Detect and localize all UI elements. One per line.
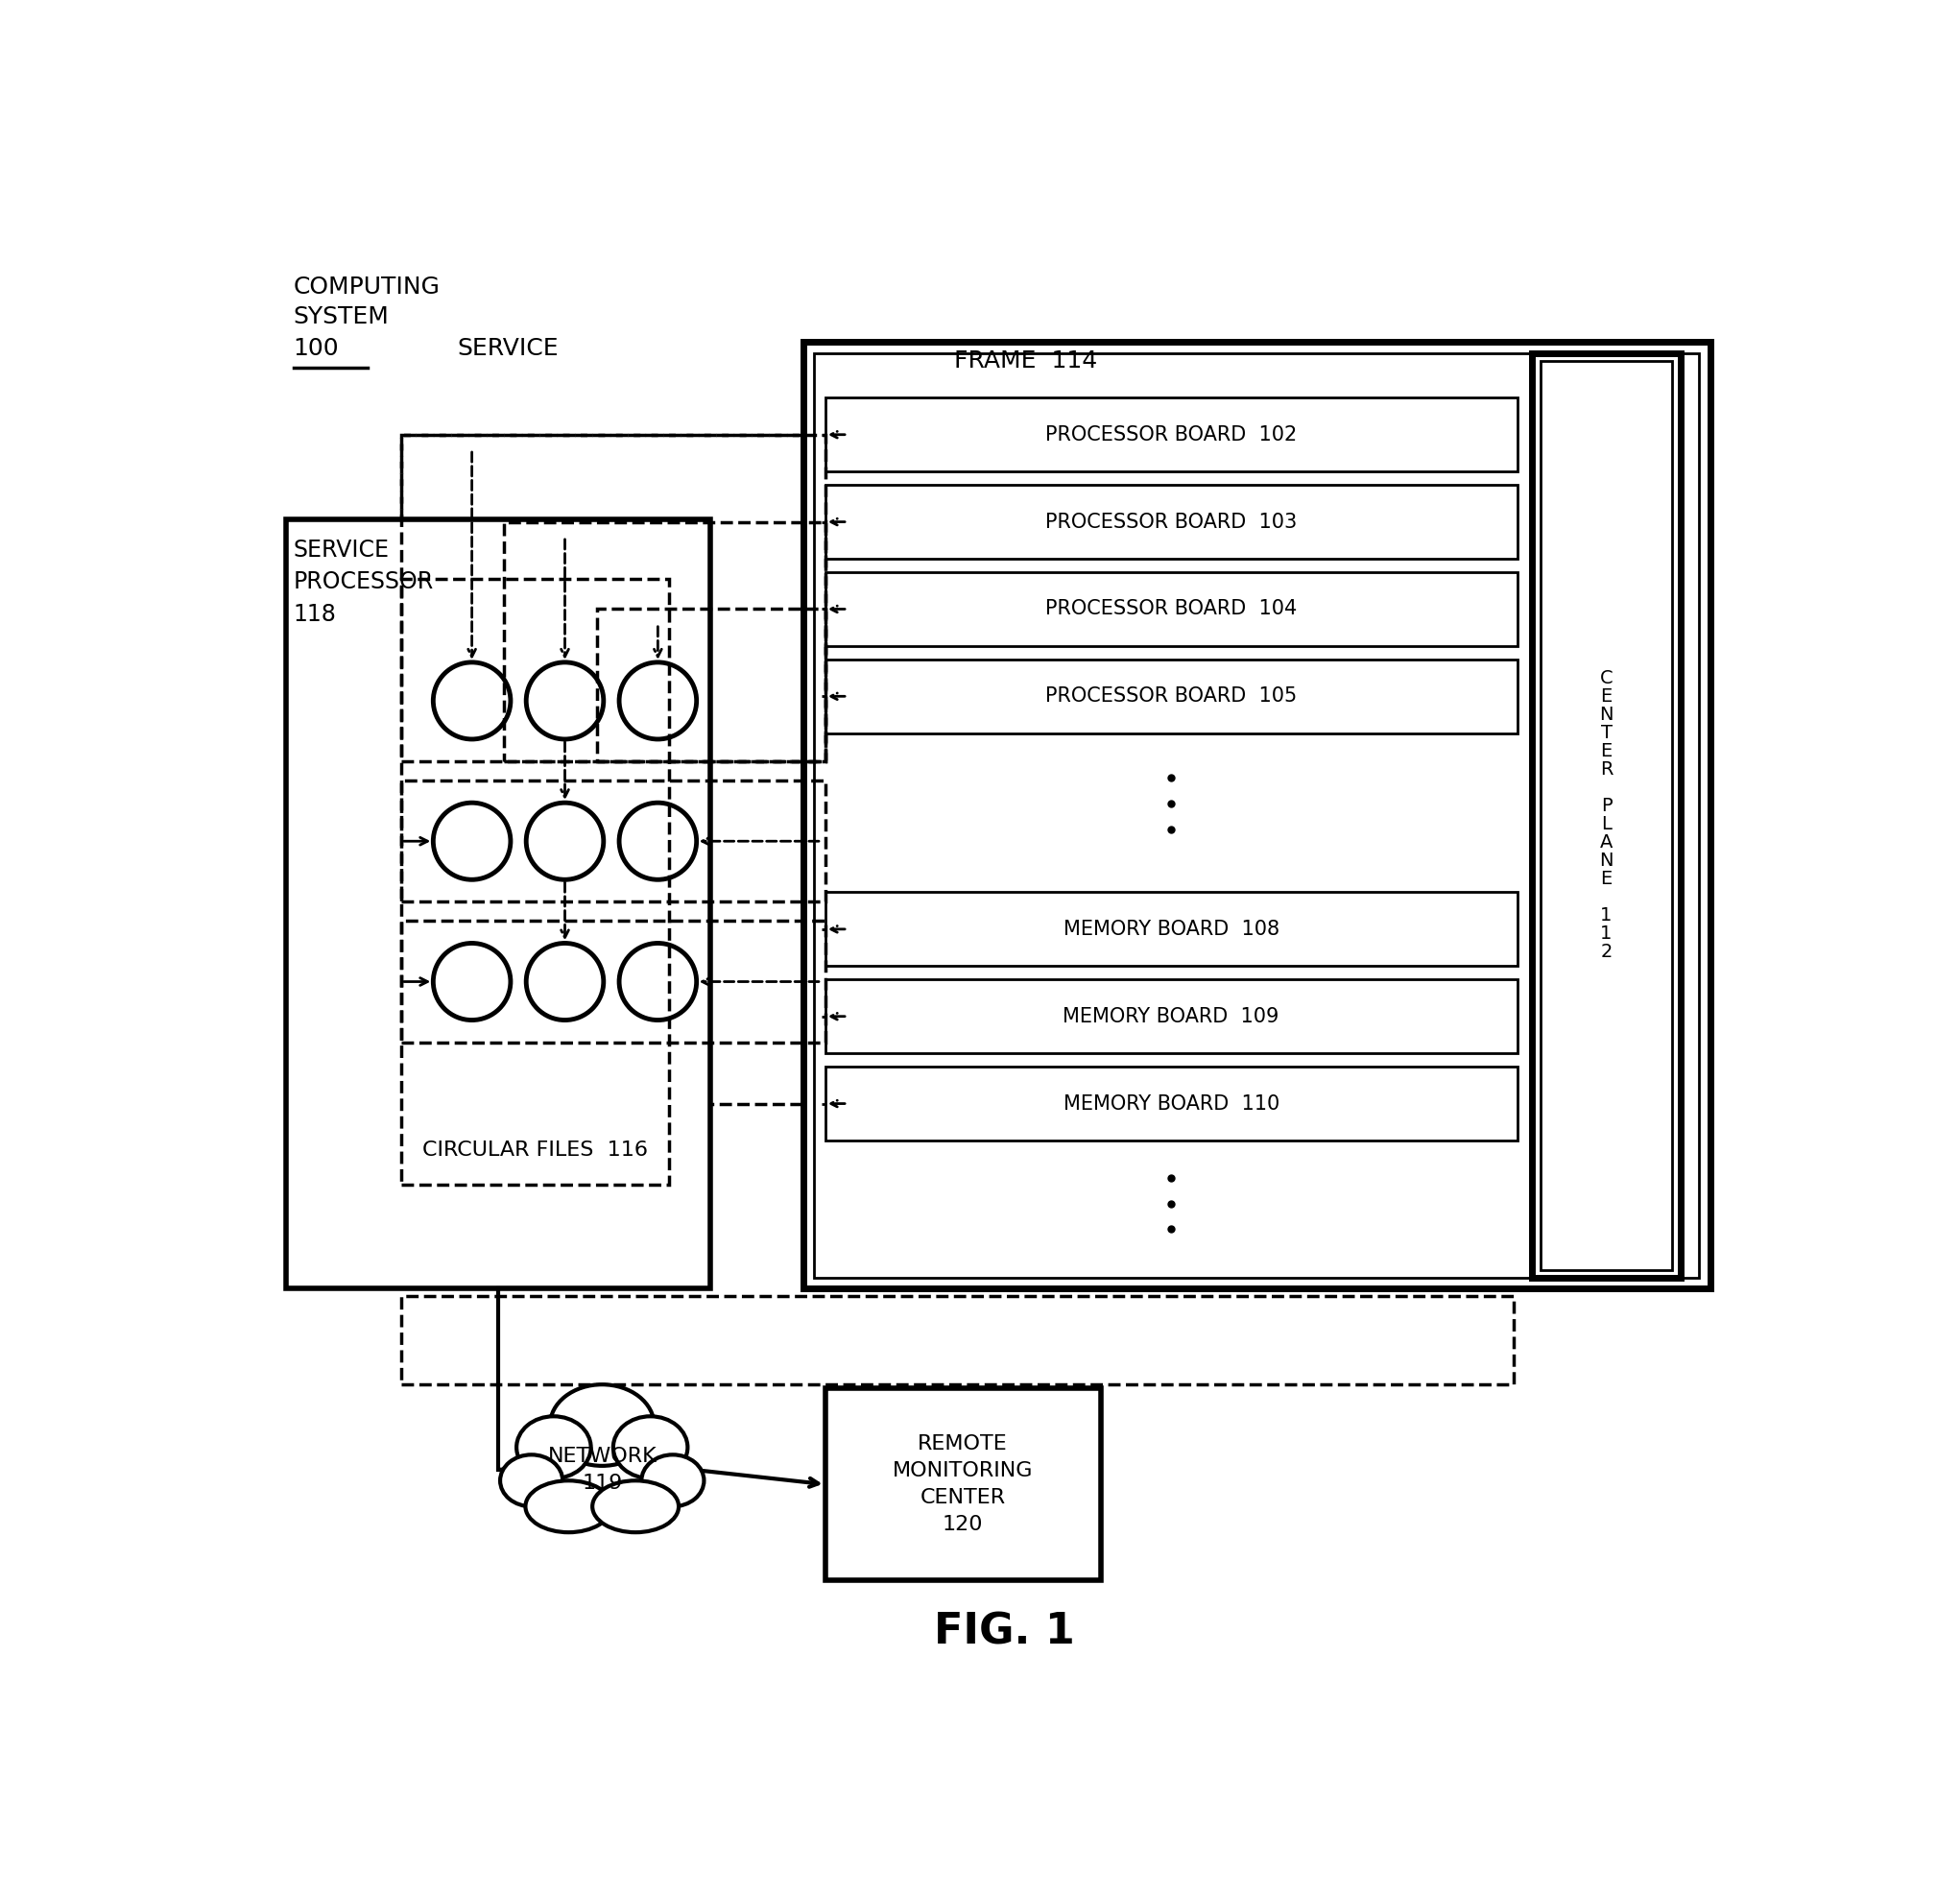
Text: SYSTEM: SYSTEM [294,305,390,328]
Bar [504,522,825,761]
Bar [1533,353,1680,1277]
Text: NETWORK
119: NETWORK 119 [547,1447,657,1493]
Text: FIG. 1: FIG. 1 [935,1612,1074,1652]
Text: MEMORY BOARD  108: MEMORY BOARD 108 [1062,920,1280,939]
Text: SERVICE: SERVICE [457,338,559,360]
Text: MEMORY BOARD  110: MEMORY BOARD 110 [1062,1095,1280,1114]
Ellipse shape [525,1482,612,1533]
Bar [825,1066,1517,1140]
Bar [1541,360,1672,1269]
Text: REMOTE
MONITORING
CENTER
120: REMOTE MONITORING CENTER 120 [892,1434,1033,1535]
Text: SERVICE
PROCESSOR
118: SERVICE PROCESSOR 118 [294,539,433,626]
Text: COMPUTING: COMPUTING [294,275,441,298]
Ellipse shape [551,1385,655,1466]
Text: PROCESSOR BOARD  104: PROCESSOR BOARD 104 [1045,599,1298,618]
Bar [402,579,668,1186]
Text: C
E
N
T
E
R
 
P
L
A
N
E
 
1
1
2: C E N T E R P L A N E 1 1 2 [1599,670,1613,962]
Bar [286,520,710,1288]
Text: PROCESSOR BOARD  103: PROCESSOR BOARD 103 [1045,512,1298,531]
Bar [402,434,1513,1104]
Bar [825,486,1517,560]
Bar [825,1389,1100,1580]
Bar [402,922,825,1041]
Bar [402,1296,1513,1385]
Bar [402,780,825,901]
Ellipse shape [592,1482,678,1533]
Bar [813,353,1699,1277]
Text: FRAME  114: FRAME 114 [955,349,1098,372]
Bar [804,341,1711,1288]
Text: 100: 100 [294,338,339,360]
Bar [402,434,825,761]
Ellipse shape [641,1455,704,1506]
Bar [598,609,825,761]
Ellipse shape [517,1417,590,1478]
Text: CIRCULAR FILES  116: CIRCULAR FILES 116 [421,1140,649,1159]
Text: PROCESSOR BOARD  102: PROCESSOR BOARD 102 [1045,425,1298,444]
Text: MEMORY BOARD  109: MEMORY BOARD 109 [1062,1007,1280,1026]
Ellipse shape [500,1455,563,1506]
Bar [825,660,1517,734]
Bar [825,892,1517,966]
Bar [825,573,1517,647]
Text: PROCESSOR BOARD  105: PROCESSOR BOARD 105 [1045,687,1298,706]
Bar [825,979,1517,1053]
Bar [825,398,1517,472]
Ellipse shape [613,1417,688,1478]
